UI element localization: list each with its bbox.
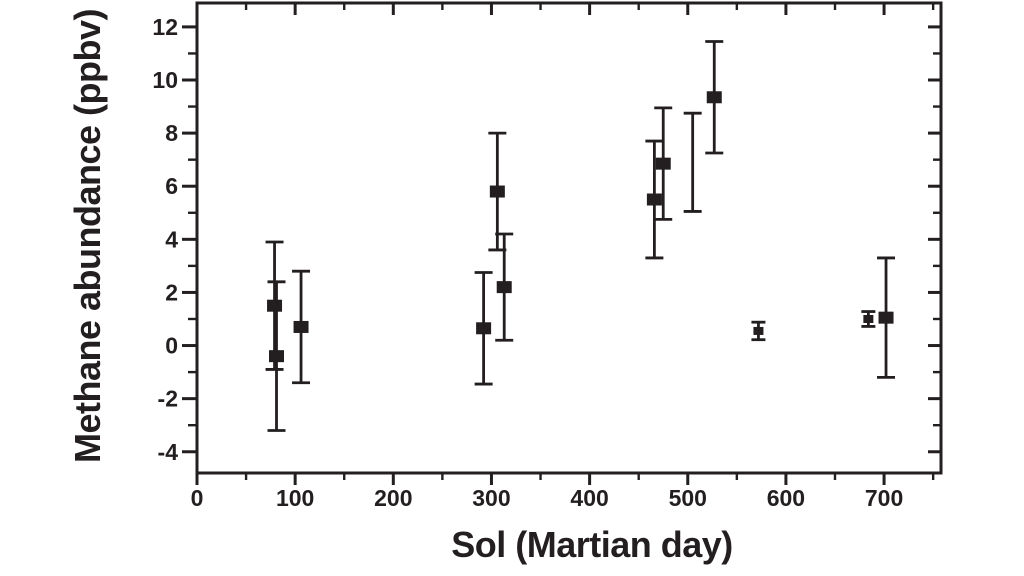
x-tick-label: 100: [276, 485, 314, 511]
data-point-sol-79: [265, 240, 284, 371]
y-tick-label: 12: [152, 14, 178, 40]
axis-ticks: [182, 3, 941, 485]
plot-frame: [195, 1, 943, 475]
square-marker: [706, 91, 722, 104]
x-tick-label: 400: [570, 485, 608, 511]
square-marker: [293, 320, 309, 333]
x-axis-title: Sol (Martian day): [451, 524, 733, 565]
y-axis-title: Methane abundance (ppbv): [67, 8, 108, 464]
square-marker: [753, 326, 764, 335]
data-point-sol-572: [751, 320, 766, 342]
x-tick-label: 600: [767, 485, 805, 511]
y-tick-label: 4: [165, 226, 178, 252]
data-point-sol-313: [495, 232, 514, 342]
tick-labels: 0 100 200 300 400 500 600 700 -4 -2 0 2 4 6 8 10 12: [152, 14, 903, 511]
y-tick-label: 2: [165, 279, 178, 305]
square-marker: [655, 157, 671, 170]
data-point-sol-475: [654, 106, 673, 221]
data-point-sol-81: [267, 280, 286, 432]
data-point-sol-684: [861, 310, 876, 328]
x-tick-label: 0: [191, 485, 204, 511]
x-tick-label: 700: [865, 485, 903, 511]
data-point-sol-702: [877, 256, 896, 379]
data-point-sol-106: [292, 269, 311, 385]
square-marker: [269, 350, 285, 363]
y-tick-label: 6: [165, 173, 178, 199]
y-tick-label: 10: [152, 67, 178, 93]
square-marker: [863, 314, 874, 323]
square-marker: [489, 185, 505, 198]
data-point-sol-505: [683, 111, 702, 213]
x-tick-label: 200: [374, 485, 412, 511]
square-marker: [476, 322, 492, 335]
square-marker: [646, 193, 662, 206]
data-point-sol-527: [705, 40, 724, 155]
data-point-sol-306: [488, 131, 507, 252]
y-tick-label: -2: [158, 386, 178, 412]
data-point-sol-466: [645, 139, 664, 260]
y-tick-label: -4: [158, 439, 179, 465]
square-marker: [496, 281, 512, 294]
square-marker: [878, 311, 894, 324]
y-tick-label: 8: [165, 120, 178, 146]
y-tick-label: 0: [165, 333, 178, 359]
x-tick-label: 300: [472, 485, 510, 511]
data-point-sol-292: [474, 271, 493, 386]
square-marker: [267, 299, 283, 312]
data-series: [265, 40, 896, 432]
x-tick-label: 500: [669, 485, 707, 511]
